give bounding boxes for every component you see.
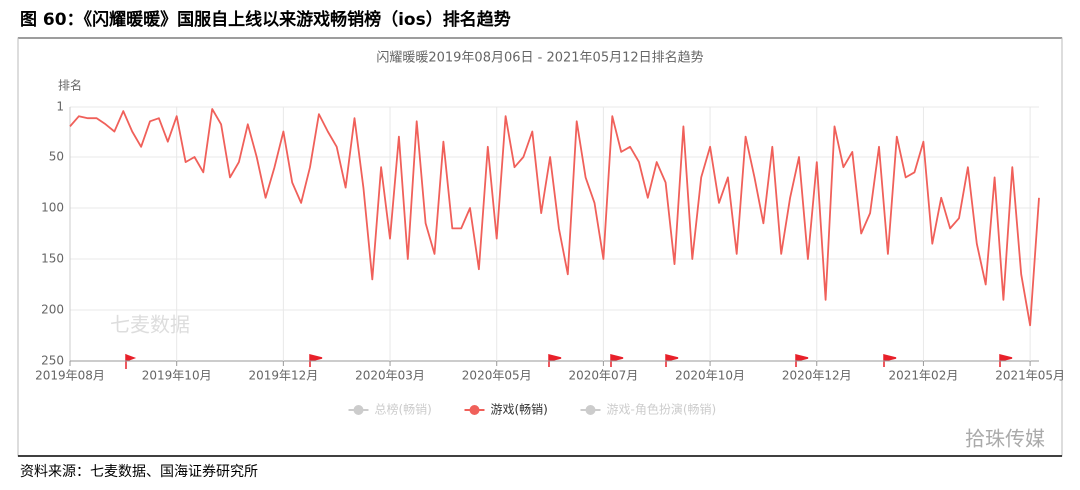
legend-icon [585,405,596,415]
x-tick-label: 2020年10月 [675,369,745,383]
x-tick-label: 2021年05月 [995,369,1065,383]
y-tick-label: 250 [41,354,64,368]
flags [125,353,1013,369]
y-tick-label: 50 [49,149,64,163]
x-tick-label: 2019年08月 [35,369,105,383]
y-tick-label: 200 [41,302,64,316]
x-tick-label: 2020年12月 [782,369,852,383]
watermark: 七麦数据 [110,313,190,337]
figure-title: 图 60：《闪耀暖暖》国服自上线以来游戏畅销榜（ios）排名趋势 [20,9,511,30]
y-axis-label: 排名 [58,78,82,93]
x-tick-label: 2019年12月 [248,369,318,383]
source: 资料来源：七麦数据、国海证券研究所 [20,464,258,480]
frame [17,37,1063,457]
legend-label: 游戏-角色扮演(畅销) [607,402,717,417]
flag [125,353,137,369]
legend-label: 游戏(畅销) [491,403,548,417]
legend-icon [469,405,480,415]
x-tick-label: 2020年07月 [568,369,638,383]
legend-label: 总榜(畅销) [375,402,432,417]
y-tick-label: 100 [41,200,64,214]
x-tick-label: 2020年03月 [355,369,425,383]
y-tick-label: 150 [41,251,64,265]
chart-title: 闪耀暖暖2019年08月06日 - 2021年05月12日排名趋势 [376,50,703,66]
legend-icon [353,405,364,415]
x-tick-label: 2021年02月 [889,369,959,383]
y-tick-label: 1 [56,100,64,114]
brand: 拾珠传媒 [965,427,1045,451]
series-line [69,108,1040,327]
x-tick-label: 2020年05月 [462,369,532,383]
x-tick-label: 2019年10月 [142,369,212,383]
